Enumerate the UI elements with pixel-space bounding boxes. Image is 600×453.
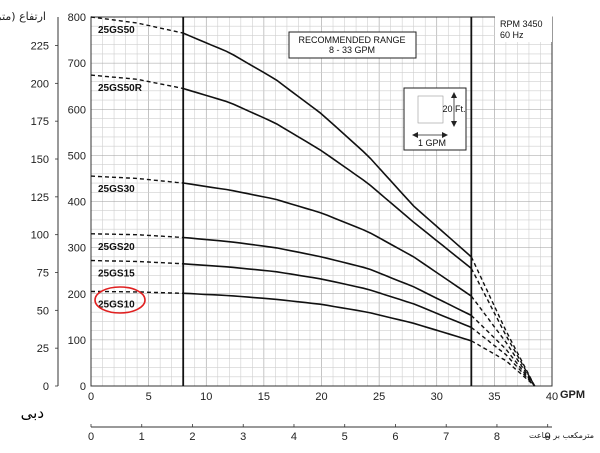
curve-25gs15-high	[470, 326, 536, 387]
y-tick-ft: 500	[68, 150, 86, 162]
y-tick-ft: 700	[68, 58, 86, 70]
tick-labels: 0 5 10 15 20 25 30 35 400 1 2 3 4 5 6 7 8 901002003004005…	[31, 12, 558, 443]
y-tick-m: 50	[37, 305, 49, 317]
series-curves	[90, 16, 536, 387]
scale-legend-box: 20 Ft. 1 GPM	[403, 87, 467, 151]
curve-25gs50	[182, 32, 472, 258]
recommended-range-values: 8 - 33 GPM	[329, 45, 375, 55]
x-tick-m3h: 7	[443, 431, 449, 443]
recommended-range-title: RECOMMENDED RANGE	[298, 35, 405, 45]
y-tick-ft: 0	[80, 381, 86, 393]
scale-vertical-label: 20 Ft.	[442, 104, 465, 114]
series-label-25gs30: 25GS30	[98, 184, 135, 195]
curve-25gs10	[183, 292, 472, 342]
y-tick-ft: 300	[68, 243, 86, 255]
y-tick-m: 75	[37, 268, 49, 280]
x-tick-gpm: 20	[315, 391, 327, 403]
curve-25gs20-high	[470, 314, 536, 387]
y-tick-ft: 100	[68, 335, 86, 347]
grid-lines	[90, 16, 553, 387]
curve-25gs10-high	[470, 340, 536, 387]
x-tick-m3h: 5	[342, 431, 348, 443]
recommended-range-box: RECOMMENDED RANGE 8 - 33 GPM	[288, 31, 417, 59]
x-tick-m3h: 6	[392, 431, 398, 443]
curve-25gs50r-high	[470, 268, 536, 387]
curve-25gs30-low	[90, 175, 184, 184]
x-tick-m3h: 4	[291, 431, 297, 443]
y-tick-m: 0	[43, 381, 49, 393]
series-label-25gs15: 25GS15	[98, 269, 135, 280]
x-tick-m3h: 8	[494, 431, 500, 443]
speed-note-box: RPM 3450 60 Hz	[495, 16, 552, 42]
plot-frame	[90, 16, 553, 387]
curve-25gs30	[183, 182, 472, 297]
x-tick-m3h: 2	[189, 431, 195, 443]
x-tick-m3h: 9	[545, 431, 551, 443]
scale-horizontal-label: 1 GPM	[418, 138, 446, 148]
bottom-left-label: دبی	[21, 404, 44, 422]
x-tick-gpm: 40	[546, 391, 558, 403]
x-tick-gpm: 35	[488, 391, 500, 403]
axes	[55, 16, 553, 428]
series-label-25gs50: 25GS50	[98, 25, 135, 36]
curve-25gs50r-low	[90, 74, 184, 90]
y-tick-ft: 200	[68, 289, 86, 301]
y-axis-label: ارتفاع (متر)	[0, 10, 46, 23]
series-label-25gs20: 25GS20	[98, 242, 135, 253]
x-tick-m3h: 3	[240, 431, 246, 443]
curve-25gs15	[183, 263, 472, 329]
x-tick-gpm: 10	[200, 391, 212, 403]
highlight-circle	[94, 286, 146, 314]
series-label-25gs50r: 25GS50R	[98, 83, 143, 94]
x-tick-m3h: 0	[88, 431, 94, 443]
y-tick-m: 100	[31, 230, 49, 242]
y-tick-m: 225	[31, 41, 49, 53]
speed-rpm: RPM 3450	[500, 19, 543, 29]
curve-25gs50-high	[470, 256, 536, 387]
y-tick-m: 200	[31, 78, 49, 90]
x-tick-gpm: 15	[258, 391, 270, 403]
y-tick-m: 175	[31, 116, 49, 128]
x-axis-unit-bottom: مترمکعب بر ساعت	[529, 431, 594, 440]
y-tick-m: 125	[31, 192, 49, 204]
curve-25gs50r	[182, 87, 472, 270]
x-tick-gpm: 25	[373, 391, 385, 403]
x-tick-gpm: 0	[88, 391, 94, 403]
curve-25gs50-low	[90, 16, 184, 34]
x-tick-m3h: 1	[139, 431, 145, 443]
curve-25gs15-low	[90, 259, 184, 265]
series-label-25gs10: 25GS10	[98, 299, 135, 310]
y-tick-m: 25	[37, 343, 49, 355]
y-tick-ft: 600	[68, 104, 86, 116]
y-tick-ft: 400	[68, 197, 86, 209]
x-tick-gpm: 30	[431, 391, 443, 403]
x-axis-unit-top: GPM	[560, 389, 585, 401]
curve-25gs20-low	[91, 233, 184, 239]
y-tick-m: 150	[31, 154, 49, 166]
curve-25gs10-low	[90, 290, 184, 294]
x-tick-gpm: 5	[146, 391, 152, 403]
curve-25gs20	[183, 236, 472, 317]
y-tick-ft: 800	[68, 12, 86, 24]
speed-hz: 60 Hz	[500, 30, 524, 40]
curve-25gs30-high	[470, 295, 536, 387]
